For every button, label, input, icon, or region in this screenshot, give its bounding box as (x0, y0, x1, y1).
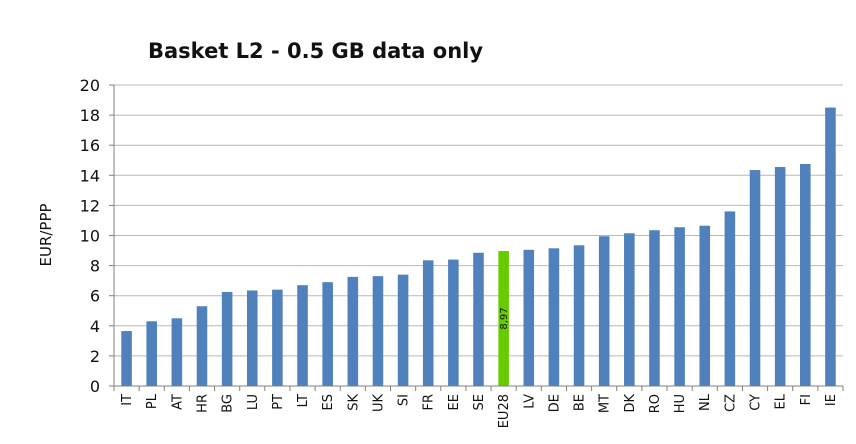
bar-de (548, 248, 560, 386)
bar-fi (800, 164, 811, 386)
bar-se (473, 252, 484, 386)
x-tick-label: PL (145, 393, 160, 409)
data-label-eu28: 8,97 (499, 307, 510, 329)
y-tick-label: 18 (80, 106, 100, 125)
x-tick-label: IE (824, 394, 839, 406)
bar-it (121, 331, 132, 386)
x-tick-label: LT (296, 394, 311, 407)
x-tick-label: DE (547, 394, 562, 412)
x-tick-label: EU28 (497, 394, 512, 428)
x-tick-label: PT (271, 394, 286, 410)
bar-ie (825, 107, 836, 386)
bar-eu28 (498, 251, 509, 386)
y-tick-labels: 0 2 4 6 8 10 12 14 16 18 20 (80, 76, 100, 396)
bar-sk (347, 276, 359, 386)
y-tick-label: 8 (90, 257, 100, 276)
x-tick-label: FI (799, 394, 814, 405)
x-tick-label: BE (573, 394, 588, 411)
x-tick-label: FR (422, 394, 437, 411)
x-tick-label: LV (522, 394, 537, 409)
bar-pt (272, 289, 283, 386)
bar-dk (624, 233, 635, 386)
y-tick-label: 20 (80, 76, 100, 95)
x-tick-label: DK (623, 394, 638, 413)
bar-lt (297, 285, 308, 386)
bar-hr (196, 306, 208, 386)
gridlines (114, 84, 843, 357)
x-tick-label: NL (698, 393, 713, 411)
x-tick-label: RO (648, 394, 663, 413)
bar-lv (523, 249, 535, 386)
y-tick-label: 16 (80, 136, 100, 155)
x-tick-label: SI (397, 394, 412, 406)
x-tick-label: EE (447, 394, 462, 410)
bar-at (171, 318, 183, 386)
x-tick-label: LU (246, 394, 261, 410)
y-tick-label: 12 (80, 196, 100, 215)
x-tick-label: BG (221, 394, 236, 413)
x-tick-label: CY (749, 394, 764, 411)
axes (109, 84, 844, 391)
x-tick-label: ES (321, 394, 336, 410)
x-tick-label: SK (346, 394, 361, 411)
bar-be (573, 245, 585, 386)
x-tick-label: CZ (723, 394, 738, 412)
x-tick-label: IT (120, 394, 135, 406)
x-tick-label: MT (598, 394, 613, 413)
bar-si (397, 274, 409, 386)
x-tick-label: HU (673, 394, 688, 413)
y-tick-label: 0 (90, 377, 100, 396)
x-tick-label: SE (472, 394, 487, 410)
bar-bg (221, 291, 233, 386)
bar-es (322, 282, 333, 386)
bar-uk (372, 276, 384, 386)
x-tick-label: AT (170, 394, 185, 410)
x-tick-label: EL (774, 393, 789, 409)
x-tick-label: HR (195, 394, 210, 413)
bar-fr (422, 260, 434, 386)
x-tick-labels: IT PL AT HR BG LU PT LT ES SK UK SI FR EE SE EU28 LV DE BE… (120, 393, 839, 428)
y-tick-label: 10 (80, 227, 100, 246)
y-axis-label: EUR/PPP (37, 203, 55, 266)
y-tick-label: 2 (90, 347, 100, 366)
bar-lu (246, 290, 258, 386)
x-tick-label: UK (371, 394, 386, 413)
bar-ro (649, 230, 660, 386)
bar-hu (674, 227, 685, 386)
bar-pl (146, 321, 157, 386)
bar-el (774, 167, 786, 386)
bar-nl (699, 225, 711, 386)
bars: 8,97 (121, 107, 836, 386)
bar-mt (598, 236, 610, 386)
y-tick-label: 6 (90, 287, 100, 306)
y-tick-label: 4 (90, 317, 100, 336)
bar-ee (448, 259, 459, 386)
bar-cz (724, 211, 736, 386)
bar-cy (749, 170, 761, 386)
y-tick-label: 14 (80, 166, 100, 185)
chart-title: Basket L2 - 0.5 GB data only (148, 39, 483, 63)
